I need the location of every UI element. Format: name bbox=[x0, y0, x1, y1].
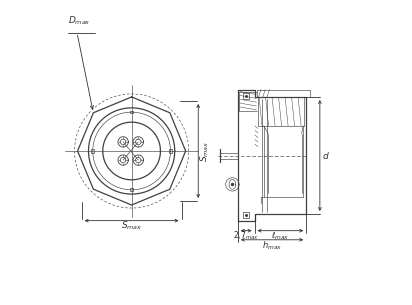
Text: $2{,}7_{max}$: $2{,}7_{max}$ bbox=[233, 230, 259, 242]
Text: $d$: $d$ bbox=[322, 150, 330, 161]
Text: $D_{max}$: $D_{max}$ bbox=[68, 15, 91, 27]
Text: $S_{max}$: $S_{max}$ bbox=[121, 220, 143, 232]
Bar bbox=[130, 188, 133, 191]
Text: $h_{max}$: $h_{max}$ bbox=[262, 239, 282, 252]
Bar bbox=[243, 93, 249, 99]
Bar bbox=[91, 149, 94, 152]
Bar bbox=[130, 111, 133, 113]
Text: $\ell_{max}$: $\ell_{max}$ bbox=[271, 230, 290, 242]
Bar bbox=[243, 212, 249, 218]
Bar bbox=[169, 149, 172, 152]
Text: $S_{max}$: $S_{max}$ bbox=[199, 140, 211, 162]
